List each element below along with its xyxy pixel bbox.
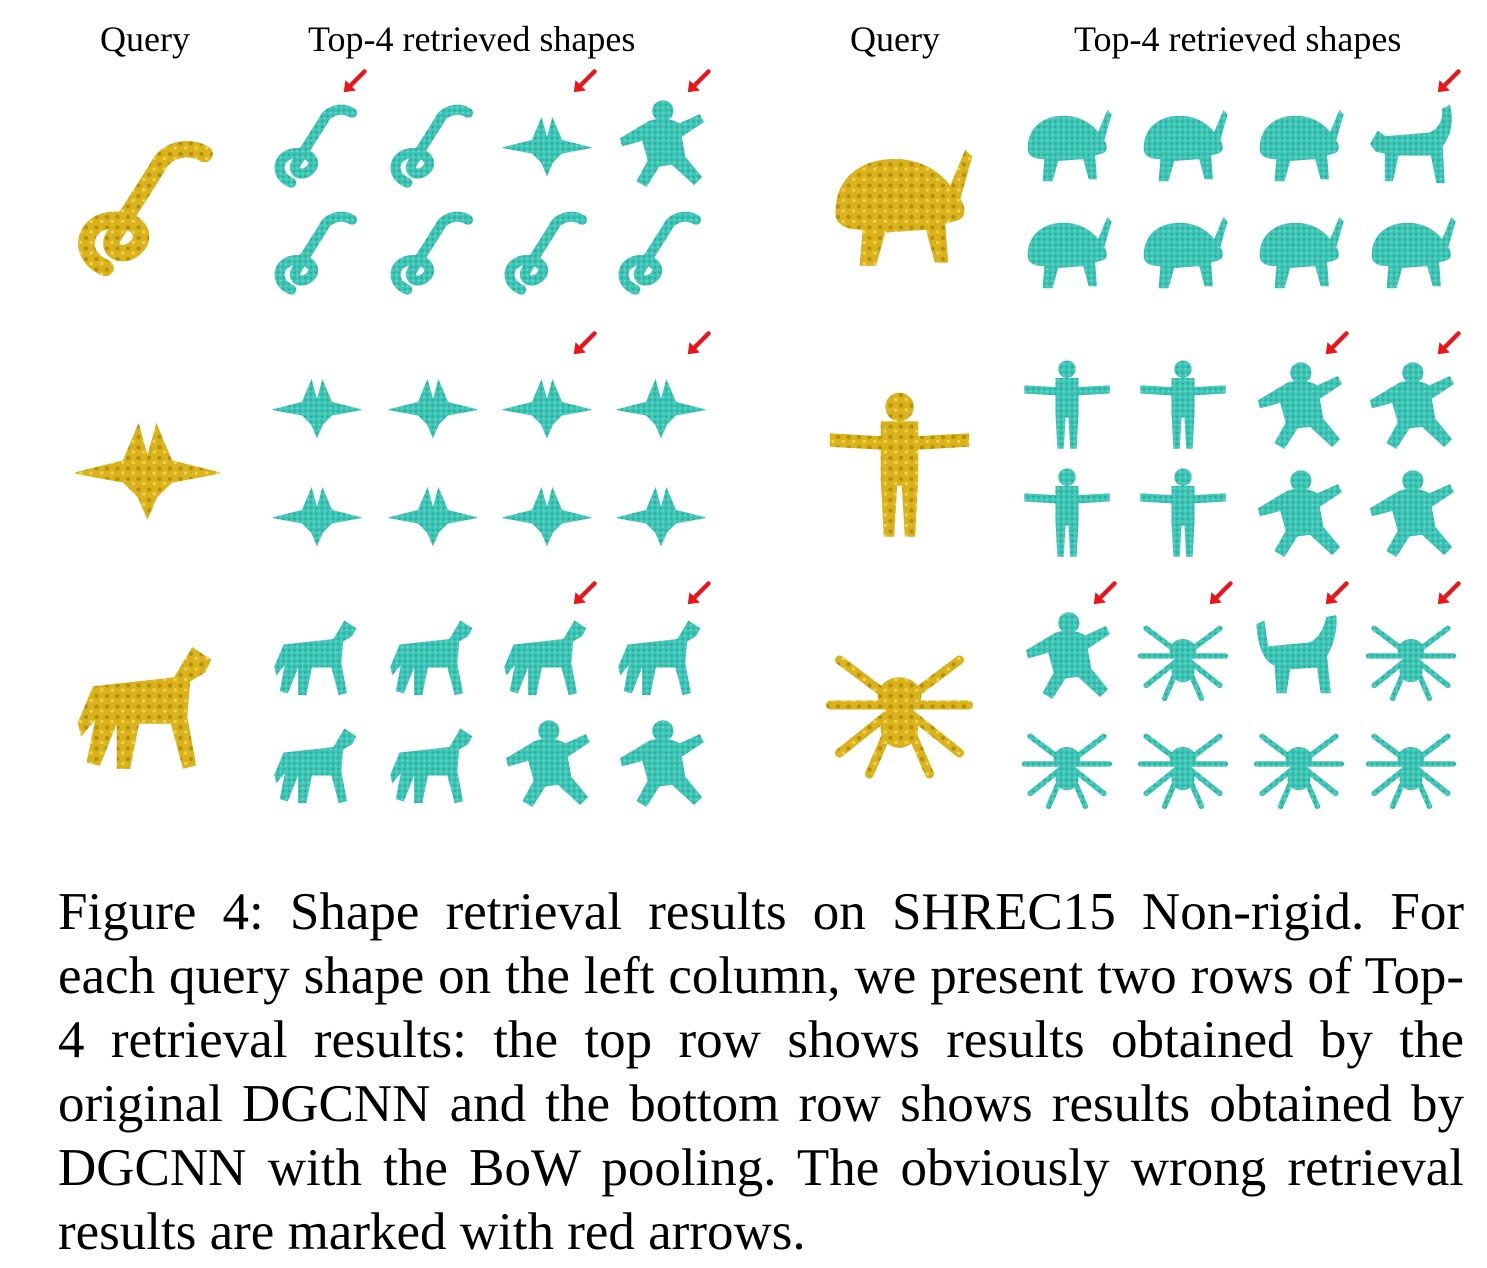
wrong-result-arrow-icon [1326, 583, 1347, 604]
panel-left-query-horse-icon [77, 647, 212, 769]
panel-right-query-spider-icon [831, 660, 969, 774]
retrieved-bird-icon [616, 379, 706, 438]
wrong-result-arrow-icon [1326, 333, 1347, 354]
retrieved-figure-icon [620, 720, 704, 807]
retrieved-figure-icon [1370, 470, 1454, 557]
retrieved-horse-icon [390, 728, 473, 804]
retrieved-rabbit-icon [1259, 217, 1344, 289]
retrieved-snake-icon [280, 217, 352, 290]
retrieved-spider-icon [1141, 736, 1226, 806]
retrieved-spider-icon [1141, 628, 1226, 698]
right-query-header: Query [850, 19, 940, 59]
left-query-header: Query [100, 19, 190, 59]
panel-right-query-rabbit-icon [835, 150, 973, 266]
retrieved-horse-icon [274, 620, 357, 696]
retrieved-figure-icon [506, 720, 590, 807]
retrieved-horse-icon [618, 620, 701, 696]
retrieved-rabbit-icon [1143, 217, 1228, 289]
retrieved-robot-icon [1024, 360, 1110, 449]
retrieved-snake-icon [396, 110, 468, 183]
retrieved-figure-icon [1026, 612, 1110, 699]
retrieved-spider-icon [1369, 628, 1454, 698]
wrong-result-arrow-icon [688, 583, 709, 604]
panel-left-query-bird-icon [74, 424, 221, 519]
retrieved-horse-icon [504, 620, 587, 696]
wrong-result-arrow-icon [574, 333, 595, 354]
wrong-result-arrow-icon [344, 71, 365, 92]
retrieved-spider-icon [1369, 736, 1454, 806]
retrieved-snake-icon [510, 217, 582, 290]
retrieved-rabbit-icon [1259, 110, 1344, 182]
wrong-result-arrow-icon [1438, 583, 1459, 604]
figure-caption: Figure 4: Shape retrieval results on SHR… [58, 883, 1464, 1261]
retrieved-bird-icon [502, 487, 592, 546]
retrieved-robot-icon [1140, 468, 1226, 557]
retrieved-robot-icon [1140, 360, 1226, 449]
wrong-result-arrow-icon [574, 583, 595, 604]
retrieved-cat-icon [1370, 104, 1452, 184]
retrieved-figure-icon [620, 100, 704, 187]
wrong-result-arrow-icon [574, 71, 595, 92]
retrieved-bird-icon [388, 379, 478, 438]
left-retrieved-header: Top-4 retrieved shapes [308, 19, 636, 59]
retrieved-spider-icon [1025, 736, 1110, 806]
wrong-result-arrow-icon [1210, 583, 1231, 604]
retrieved-horse-icon [274, 728, 357, 804]
retrieved-spider-icon [1257, 736, 1342, 806]
wrong-result-arrow-icon [688, 333, 709, 354]
wrong-result-arrow-icon [688, 71, 709, 92]
wrong-result-arrow-icon [1438, 71, 1459, 92]
retrieved-figure-icon [1258, 362, 1342, 449]
retrieved-snake-icon [280, 110, 352, 183]
retrieved-dino-icon [1256, 615, 1337, 694]
retrieved-figure-icon [1258, 470, 1342, 557]
retrieved-rabbit-icon [1371, 217, 1456, 289]
wrong-result-arrow-icon [1094, 583, 1115, 604]
retrieved-rabbit-icon [1143, 110, 1228, 182]
retrieved-bird-icon [616, 487, 706, 546]
retrieved-bird-icon [272, 487, 362, 546]
retrieved-bird-icon [502, 379, 592, 438]
retrieved-bird-icon [502, 117, 592, 176]
retrieved-horse-icon [390, 620, 473, 696]
retrieved-bird-icon [272, 379, 362, 438]
panel-left-query-snake-icon [86, 149, 204, 268]
retrieved-snake-icon [396, 217, 468, 290]
right-retrieved-header: Top-4 retrieved shapes [1074, 19, 1402, 59]
retrieved-snake-icon [624, 217, 696, 290]
retrieved-figure-icon [1370, 362, 1454, 449]
wrong-result-arrow-icon [1438, 333, 1459, 354]
retrieved-robot-icon [1024, 468, 1110, 557]
panel-right-query-robot-icon [829, 392, 970, 537]
retrieved-rabbit-icon [1027, 110, 1112, 182]
retrieval-figure [74, 0, 1487, 860]
retrieved-rabbit-icon [1027, 217, 1112, 289]
retrieved-bird-icon [388, 487, 478, 546]
